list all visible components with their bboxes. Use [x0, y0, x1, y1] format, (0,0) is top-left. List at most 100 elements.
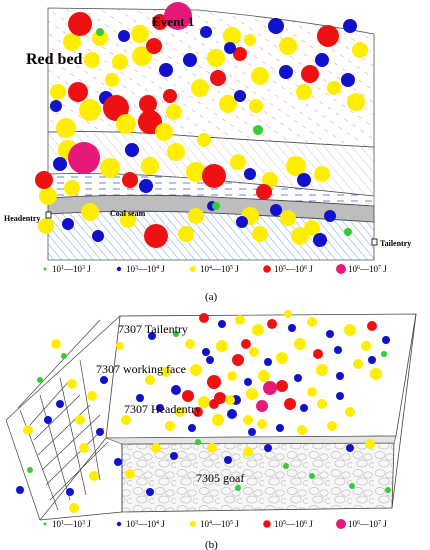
tailentry-7307-label: 7307 Tailentry: [118, 322, 188, 336]
event-dot: [146, 488, 154, 496]
event-dot: [276, 380, 288, 392]
event-dot: [256, 400, 268, 412]
event-dot: [370, 368, 382, 380]
event-dot: [206, 356, 214, 364]
event-dot: [35, 171, 53, 189]
event-dot: [44, 416, 52, 424]
event-dot: [235, 315, 245, 325]
event-dot: [159, 63, 173, 77]
event-dot: [345, 407, 355, 417]
event-dot: [56, 400, 64, 408]
event-dot: [145, 375, 155, 385]
event-dot: [224, 456, 232, 464]
event-dot: [336, 392, 344, 400]
event-dot: [69, 503, 79, 513]
legend-item: 106—107 J: [336, 264, 387, 274]
event-dot: [244, 168, 256, 180]
event-dot: [256, 184, 272, 200]
panel-b-section: 7307 Tailentry 7307 working face 7307 He…: [5, 310, 417, 521]
event-dot: [63, 33, 81, 51]
legend-a: 101—103 J 103—104 J 104—105 J 105—106 J 106—…: [43, 264, 387, 274]
event-dot: [317, 25, 339, 47]
event-dot: [103, 95, 129, 121]
event-dot: [307, 387, 317, 397]
event-dot: [300, 404, 308, 412]
legend-dot: [43, 267, 47, 271]
event-dot: [87, 391, 97, 401]
legend-text: 101—103 J: [52, 264, 91, 274]
event-dot: [316, 364, 328, 376]
event-dot: [270, 204, 282, 216]
event-dot: [367, 321, 377, 331]
event-dot: [197, 133, 211, 147]
legend-text: 104—105 J: [200, 519, 239, 529]
event-dot: [116, 342, 124, 350]
tailentry-marker: [371, 238, 378, 246]
legend-dot: [190, 521, 196, 527]
legend-item: 104—105 J: [190, 519, 239, 529]
event-dot: [125, 469, 135, 479]
event-dot: [61, 353, 67, 359]
event-dot: [279, 65, 293, 79]
goaf-7305-label: 7305 goaf: [196, 471, 244, 485]
legend-dot: [263, 520, 271, 528]
event-dot: [382, 336, 390, 344]
event-dot: [315, 53, 329, 67]
event-dot: [27, 467, 33, 473]
event-dot: [23, 425, 33, 435]
event-dot: [352, 42, 368, 58]
event-dot: [64, 180, 80, 196]
event-dot: [175, 407, 185, 417]
event-dot: [132, 46, 152, 66]
legend-b: 101—103 J 103—104 J 104—105 J 105—106 J 106—…: [43, 519, 387, 529]
event-dot: [173, 331, 179, 337]
event-dot: [314, 166, 330, 182]
event-dot: [263, 381, 277, 395]
event-dot: [297, 425, 307, 435]
legend-item: 101—103 J: [43, 519, 91, 529]
event-dot: [68, 12, 92, 36]
legend-text: 103—104 J: [126, 264, 165, 274]
caption-b: (b): [205, 539, 218, 550]
event-dot: [243, 415, 253, 425]
event-dot: [185, 339, 195, 349]
event-dot: [283, 463, 289, 469]
event-dot: [68, 82, 88, 102]
event-dot: [166, 104, 182, 120]
event-dot: [171, 385, 181, 395]
event-dot: [232, 354, 244, 366]
event-dot: [202, 164, 226, 188]
event-dot: [144, 224, 168, 248]
event-dot: [327, 421, 337, 431]
event-dot: [92, 230, 104, 242]
event-dot: [81, 203, 99, 221]
event-dot: [199, 313, 209, 323]
caption-a: (a): [205, 291, 218, 303]
event-dot: [100, 376, 108, 384]
event-dot: [16, 486, 24, 494]
event-dot: [155, 123, 173, 141]
event-dot: [163, 89, 177, 103]
event-dot: [347, 93, 365, 111]
working-face-label: 7307 working face: [96, 362, 186, 376]
event-dot: [136, 394, 144, 402]
event-dot: [207, 49, 225, 67]
event-dot: [307, 317, 317, 327]
event-dot: [216, 340, 228, 352]
event-dot: [170, 452, 178, 460]
event-dot: [368, 356, 376, 364]
event-dot: [257, 419, 267, 429]
event-dot: [224, 42, 236, 54]
event-dot: [241, 339, 251, 349]
event-dot: [341, 73, 355, 87]
event-dot: [141, 157, 159, 175]
event-dot: [164, 2, 192, 30]
event-dot: [105, 73, 119, 87]
event-dot: [304, 220, 320, 236]
event-dot: [225, 395, 235, 405]
event-dot: [195, 439, 201, 445]
legend-text: 106—107 J: [348, 519, 387, 529]
event-dot: [212, 202, 220, 210]
legend-text: 105—106 J: [274, 519, 313, 529]
